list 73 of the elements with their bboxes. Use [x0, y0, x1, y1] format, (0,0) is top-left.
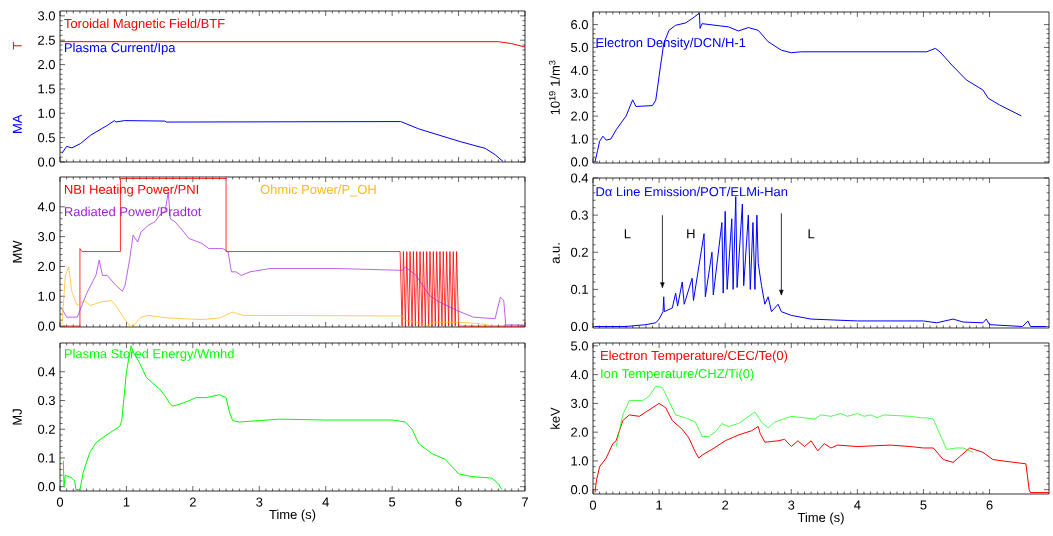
y-tick-label: 2.0	[38, 261, 55, 272]
line-series	[61, 266, 495, 327]
y-axis-title: 10$^{19}$ 1/m$^{3}$	[549, 60, 560, 115]
x-tick-label: 5	[389, 497, 396, 507]
y-tick-label: 2.0	[571, 427, 588, 437]
line-series	[594, 402, 1050, 494]
line-series	[615, 385, 974, 453]
y-tick-label: 0.3	[37, 395, 55, 406]
text: Ohmic Power/P_OH	[260, 184, 376, 197]
annotation: L	[808, 229, 815, 239]
x-tick-label: 3	[256, 497, 263, 507]
y-tick-label: 0.2	[37, 424, 55, 434]
x-tick-label: 1	[656, 500, 663, 510]
x-tick-label: 2	[722, 500, 729, 510]
series-label: Ion Temperature/CHZ/Ti(0)	[601, 368, 754, 381]
y-tick-label: 1.0	[38, 108, 55, 118]
y-tick-label: 0.1	[570, 284, 588, 294]
x-axis-title: Time (s)	[797, 512, 844, 525]
text: T	[12, 42, 22, 50]
y-tick-label: 1.0	[571, 456, 588, 466]
y-tick-label: 2.0	[571, 111, 588, 121]
y-axis-title: MJ	[12, 409, 22, 425]
y-tick-label: 4.0	[570, 370, 588, 380]
y-tick-label: 0.0	[37, 157, 55, 167]
x-tick-label: 5	[920, 500, 927, 510]
x-tick-label: 7	[522, 497, 528, 507]
y-axis-title: a.u.	[552, 243, 560, 264]
x-tick-label: 0	[589, 500, 597, 510]
text: Dα Line Emission/POT/ELMi-Han	[596, 186, 788, 197]
y-tick-label: 0.0	[570, 157, 588, 167]
y-axis-title: MA	[12, 114, 22, 133]
y-tick-label: 0.3	[570, 210, 588, 220]
text: Plasma Current/Ipa	[64, 42, 176, 55]
x-tick-label: 6	[455, 497, 462, 507]
y-tick-label: 1.0	[571, 134, 588, 144]
text: Electron Temperature/CEC/Te(0)	[601, 350, 788, 363]
x-tick-label: 6	[986, 500, 993, 510]
x-tick-label: 4	[854, 500, 861, 510]
x-tick-label: 2	[189, 497, 196, 507]
y-tick-label: 3.0	[37, 232, 55, 242]
y-tick-label: 6.0	[571, 19, 588, 30]
x-tick-label: 1	[123, 497, 130, 507]
series-label: Toroidal Magnetic Field/BTF	[64, 18, 225, 31]
y-tick-label: 0.4	[570, 173, 589, 183]
annotation: H	[687, 229, 695, 239]
x-tick-label: 0	[56, 497, 64, 507]
x-axis-title: Time (s)	[269, 509, 316, 522]
y-tick-label: 4.0	[37, 202, 55, 212]
y-tick-label: 1.5	[38, 84, 55, 94]
y-tick-label: 2.5	[38, 35, 55, 45]
y-tick-label: 3.0	[570, 398, 588, 408]
x-tick-label: 4	[322, 497, 329, 507]
line-series	[594, 196, 1047, 328]
y-tick-label: 3.0	[37, 11, 55, 21]
y-tick-label: 5.0	[571, 341, 588, 351]
y-tick-label: 0.0	[570, 485, 588, 495]
x-tick-label: 3	[788, 500, 795, 510]
y-tick-label: 0.0	[37, 482, 55, 492]
line-series	[62, 345, 503, 491]
y-tick-label: 0.1	[37, 453, 55, 463]
annotation: L	[624, 229, 631, 239]
y-axis-title: MW	[12, 240, 22, 263]
y-tick-label: 0.5	[37, 133, 55, 143]
y-tick-label: 4.0	[570, 65, 588, 75]
y-tick-label: 0.4	[37, 367, 56, 377]
y-axis-title: keV	[550, 407, 560, 429]
y-tick-label: 0.0	[570, 321, 588, 332]
y-tick-label: 0.0	[37, 321, 55, 331]
y-tick-label: 0.2	[570, 247, 588, 257]
y-tick-label: 5.0	[571, 42, 588, 53]
y-tick-label: 1.0	[38, 291, 55, 301]
y-tick-label: 3.0	[570, 88, 588, 98]
y-tick-label: 2.0	[38, 59, 55, 70]
